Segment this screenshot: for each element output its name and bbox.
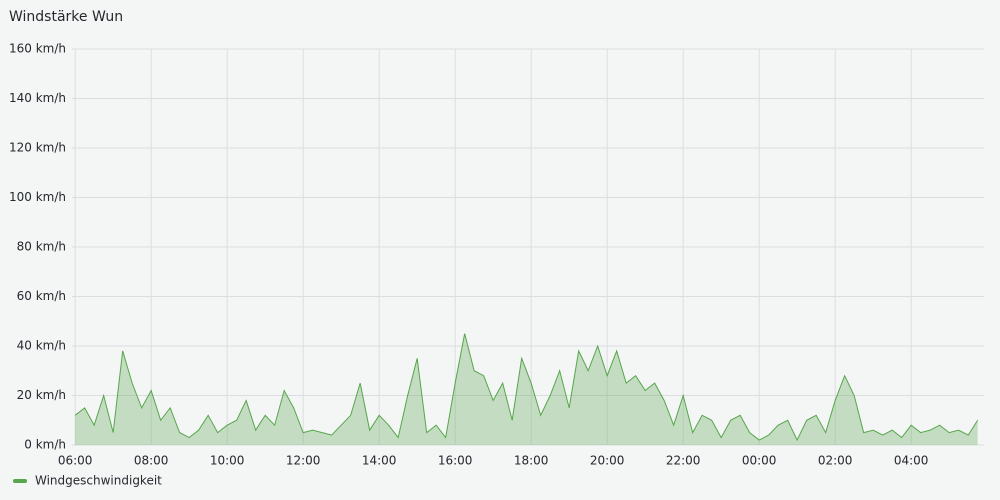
y-tick-label: 40 km/h — [17, 339, 66, 353]
y-tick-label: 60 km/h — [17, 289, 66, 303]
y-tick-label: 80 km/h — [17, 240, 66, 254]
x-tick-label: 16:00 — [438, 454, 473, 468]
x-tick-label: 00:00 — [742, 454, 777, 468]
y-tick-label: 0 km/h — [24, 438, 66, 452]
y-tick-label: 20 km/h — [17, 388, 66, 402]
x-tick-label: 02:00 — [818, 454, 853, 468]
x-tick-label: 04:00 — [894, 454, 929, 468]
x-tick-label: 08:00 — [134, 454, 169, 468]
legend-swatch — [13, 479, 27, 483]
series-area — [75, 333, 978, 445]
y-tick-label: 120 km/h — [9, 141, 66, 155]
y-tick-label: 160 km/h — [9, 42, 66, 56]
x-tick-label: 06:00 — [58, 454, 93, 468]
series-line — [74, 333, 979, 442]
x-tick-label: 12:00 — [286, 454, 321, 468]
legend-label: Windgeschwindigkeit — [35, 474, 162, 488]
y-tick-label: 140 km/h — [9, 91, 66, 105]
panel-title: Windstärke Wun — [9, 9, 123, 25]
x-tick-label: 18:00 — [514, 454, 549, 468]
x-tick-label: 10:00 — [210, 454, 245, 468]
x-tick-label: 20:00 — [590, 454, 625, 468]
x-tick-label: 14:00 — [362, 454, 397, 468]
x-tick-label: 22:00 — [666, 454, 701, 468]
y-tick-label: 100 km/h — [9, 190, 66, 204]
